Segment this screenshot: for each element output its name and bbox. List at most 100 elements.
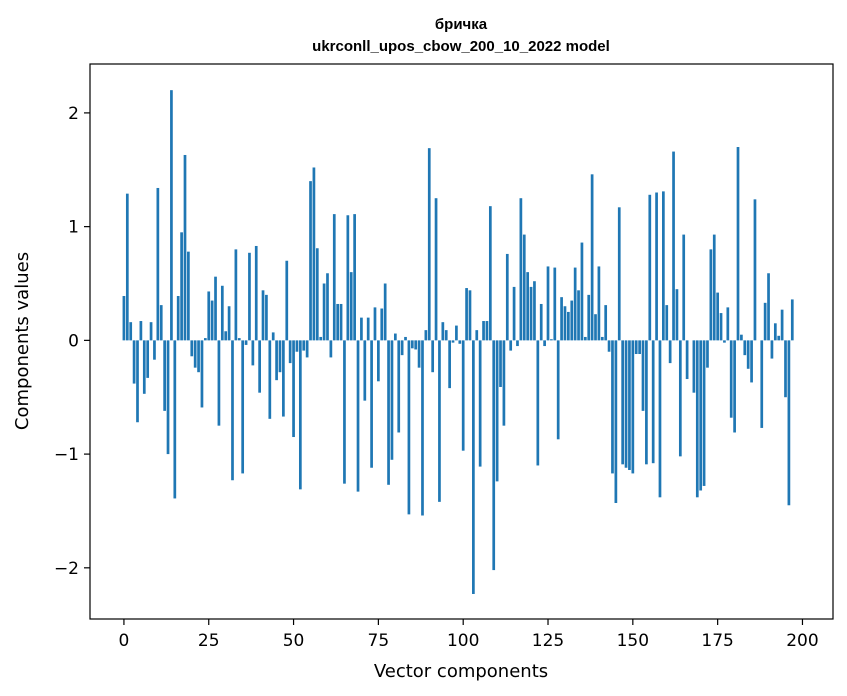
bar-107 [485, 321, 489, 341]
bar-73 [370, 340, 373, 468]
bar-70 [360, 317, 363, 341]
bar-8 [149, 322, 153, 341]
plot-frame [89, 63, 834, 620]
bar-21 [193, 340, 197, 368]
bar-60 [326, 273, 329, 341]
bar-127 [553, 267, 557, 341]
bar-135 [580, 242, 584, 341]
bar-117 [519, 198, 523, 341]
bar-118 [522, 234, 526, 341]
bar-169 [695, 340, 699, 498]
bar-16 [176, 296, 180, 341]
bar-61 [329, 340, 333, 358]
bar-154 [645, 340, 648, 465]
bar-90 [427, 148, 431, 341]
bar-143 [607, 340, 611, 352]
bar-132 [570, 300, 574, 341]
bar-109 [492, 340, 496, 571]
bar-10 [156, 187, 160, 341]
bar-150 [631, 340, 635, 474]
bar-160 [665, 305, 669, 341]
bar-95 [444, 330, 448, 341]
bar-75 [377, 340, 380, 382]
bar-79 [390, 340, 394, 460]
bar-84 [407, 340, 411, 515]
bar-56 [312, 167, 316, 341]
bar-113 [505, 253, 509, 341]
bar-193 [777, 335, 781, 341]
bar-2 [129, 322, 133, 341]
bar-11 [159, 305, 163, 341]
bar-138 [590, 174, 594, 341]
bar-105 [478, 340, 482, 467]
bar-195 [784, 340, 787, 398]
bar-13 [166, 340, 170, 455]
bar-102 [468, 290, 472, 341]
bar-161 [668, 340, 672, 364]
bar-114 [509, 340, 513, 351]
bar-108 [488, 206, 492, 341]
bar-59 [322, 283, 326, 341]
bar-156 [651, 340, 655, 464]
bar-194 [780, 309, 784, 341]
bar-148 [624, 340, 628, 468]
bar-85 [410, 340, 414, 349]
bar-40 [258, 340, 261, 393]
bar-170 [699, 340, 703, 491]
bar-97 [451, 340, 455, 343]
bar-123 [539, 303, 543, 341]
bar-106 [482, 321, 485, 341]
bar-168 [692, 340, 696, 393]
bar-69 [356, 340, 360, 492]
bar-165 [682, 234, 686, 341]
bar-145 [614, 340, 618, 503]
bar-139 [594, 314, 597, 341]
bar-178 [726, 307, 730, 341]
bar-36 [244, 340, 248, 345]
bar-15 [173, 340, 177, 499]
bar-182 [740, 334, 743, 341]
bar-89 [424, 330, 428, 341]
bar-186 [753, 199, 757, 341]
bar-51 [295, 340, 299, 352]
y-tick-label: 1 [68, 218, 79, 238]
bar-28 [217, 340, 221, 426]
bar-94 [441, 322, 445, 341]
bar-64 [339, 303, 343, 341]
x-tick-label: 125 [532, 631, 564, 651]
bar-91 [431, 340, 435, 373]
bar-63 [336, 303, 340, 341]
y-axis-ticks: −2 −1 0 1 2 [54, 104, 90, 579]
chart-subtitle: ukrconll_upos_cbow_200_10_2022 model [312, 38, 610, 55]
bar-5 [139, 321, 143, 341]
bar-110 [495, 340, 499, 482]
bar-155 [648, 194, 652, 341]
bar-190 [767, 273, 770, 341]
bar-171 [702, 340, 706, 486]
bar-196 [787, 340, 791, 506]
bar-183 [743, 340, 747, 356]
bar-99 [458, 340, 462, 344]
bar-137 [587, 294, 591, 341]
bar-179 [729, 340, 733, 418]
bar-81 [397, 340, 401, 433]
bar-4 [136, 340, 139, 423]
bar-37 [248, 252, 251, 341]
bar-162 [672, 151, 675, 341]
bar-48 [285, 260, 289, 341]
bar-153 [641, 340, 645, 411]
bar-185 [750, 340, 753, 383]
bar-149 [628, 340, 631, 471]
bar-130 [563, 306, 567, 341]
bar-197 [790, 299, 794, 341]
bar-42 [265, 294, 268, 341]
bar-112 [502, 340, 506, 426]
bar-125 [546, 266, 550, 341]
bar-82 [400, 340, 404, 356]
bar-32 [231, 340, 234, 481]
bar-101 [465, 288, 468, 341]
bar-49 [288, 340, 292, 364]
bar-191 [770, 340, 774, 359]
bar-142 [604, 305, 608, 341]
